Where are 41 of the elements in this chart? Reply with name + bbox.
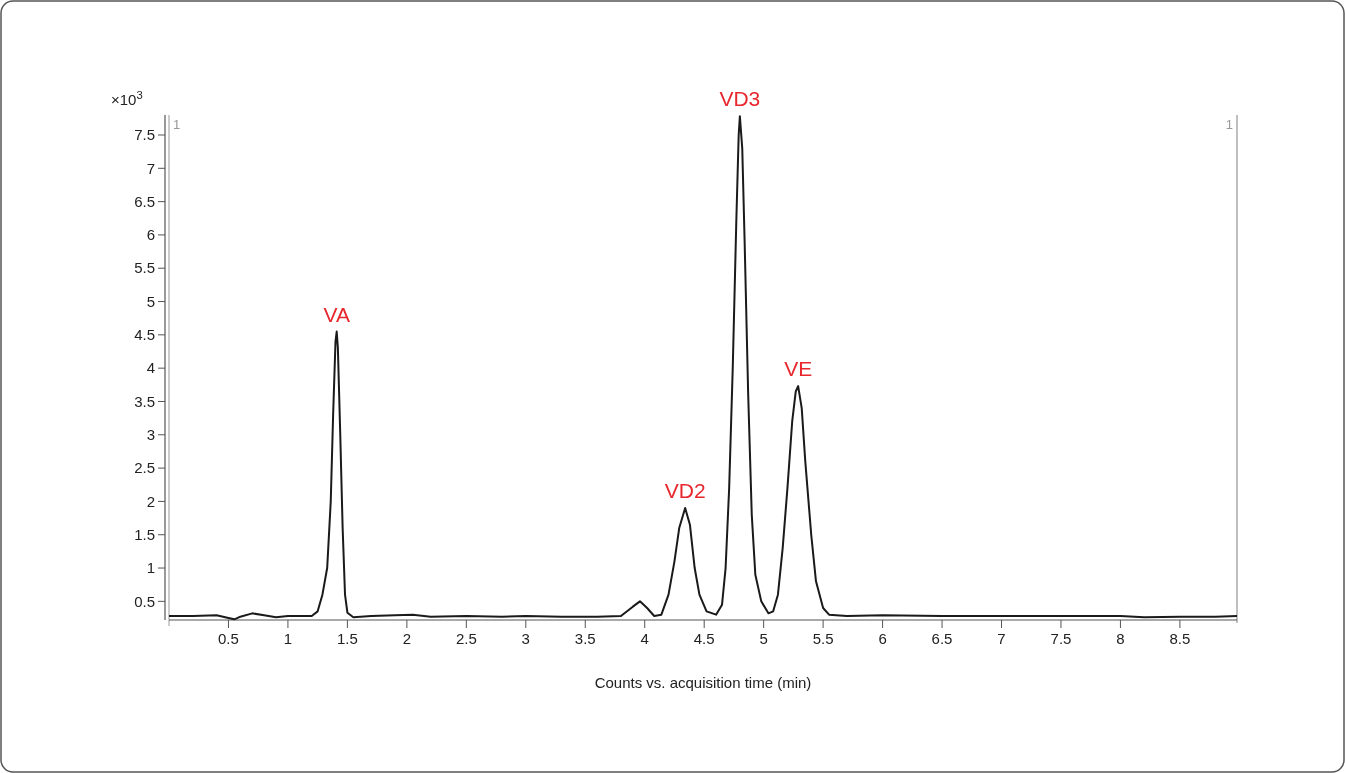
- y-tick-label: 5.5: [134, 259, 155, 277]
- line-series: [168, 115, 1238, 621]
- y-tick-label: 1.5: [134, 525, 155, 543]
- y-tick-label: 7: [146, 159, 155, 177]
- x-tick-label: 4.5: [693, 630, 715, 647]
- annotation: VD2: [664, 479, 706, 503]
- x-tick-label: 2.5: [455, 630, 477, 647]
- x-tick-label: 6: [878, 630, 887, 647]
- annotation: 1: [173, 117, 181, 132]
- annotation: VD3: [719, 87, 761, 111]
- y-tick-label: 6.5: [134, 192, 155, 210]
- x-tick-label: 7.5: [1050, 630, 1072, 647]
- x-axis-title: Counts vs. acquisition time (min): [594, 674, 812, 691]
- annotation: 1: [1225, 117, 1233, 132]
- y-tick-label: 4.5: [134, 326, 155, 344]
- x-tick-label: 6.5: [931, 630, 953, 647]
- annotation: VA: [323, 302, 350, 326]
- y-axis-title: ×10$^{3}$: [111, 89, 143, 108]
- y-tick-label: 0.5: [134, 592, 155, 610]
- x-tick-label: 1.5: [336, 630, 358, 647]
- y-tick-label: 5: [146, 292, 155, 310]
- y-tick-label: 6: [146, 226, 155, 244]
- x-tick-label: 0.5: [218, 630, 239, 647]
- x-tick-label: 8: [1116, 630, 1125, 647]
- x-tick-label: 3: [521, 630, 530, 647]
- y-tick-label: 2.5: [134, 459, 155, 477]
- x-tick-label: 4: [640, 630, 649, 647]
- y-tick-label: 1: [146, 559, 155, 577]
- x-tick-label: 5: [759, 630, 768, 647]
- annotation: VE: [784, 357, 813, 381]
- y-tick-label: 7.5: [134, 126, 155, 144]
- x-tick-label: 8.5: [1169, 630, 1191, 647]
- y-tick-label: 3.5: [134, 392, 155, 410]
- x-tick-label: 5.5: [812, 630, 834, 647]
- y-tick-label: 2: [146, 492, 155, 510]
- x-tick-label: 1: [283, 630, 293, 647]
- x-tick-label: 7: [997, 630, 1006, 647]
- x-tick-label: 3.5: [574, 630, 596, 647]
- y-tick-label: 4: [146, 359, 155, 377]
- y-tick-label: 3: [146, 426, 155, 444]
- x-tick-label: 2: [402, 630, 412, 647]
